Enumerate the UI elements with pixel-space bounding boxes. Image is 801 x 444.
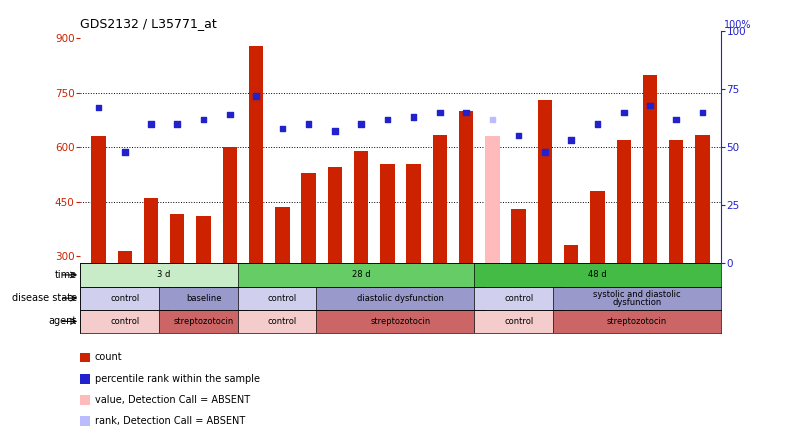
Point [538, 148, 551, 155]
Point [276, 125, 288, 132]
Bar [316, 310, 485, 333]
Text: 100%: 100% [723, 20, 751, 30]
Bar [80, 263, 248, 286]
Bar [406, 163, 421, 365]
Bar [669, 140, 683, 365]
Bar [301, 173, 316, 365]
Bar [474, 310, 563, 333]
Point [618, 109, 630, 116]
Text: 48 d: 48 d [588, 270, 607, 279]
Text: systolic and diastolic
dysfunction: systolic and diastolic dysfunction [593, 289, 681, 307]
Point [223, 111, 236, 118]
Bar [328, 167, 342, 365]
Point [302, 120, 315, 127]
Bar [238, 263, 485, 286]
Bar [433, 135, 447, 365]
Text: control: control [268, 293, 297, 303]
Bar [170, 214, 184, 365]
Point [433, 109, 446, 116]
Bar [354, 151, 368, 365]
Bar [553, 310, 721, 333]
Bar [553, 286, 721, 310]
Bar [564, 245, 578, 365]
Bar [80, 310, 169, 333]
Point [381, 116, 394, 123]
Bar [159, 286, 248, 310]
Bar [537, 100, 552, 365]
Point [355, 120, 368, 127]
Text: diastolic dysfunction: diastolic dysfunction [357, 293, 444, 303]
Bar [238, 310, 327, 333]
Text: rank, Detection Call = ABSENT: rank, Detection Call = ABSENT [95, 416, 245, 426]
Bar [459, 111, 473, 365]
Point [328, 127, 341, 135]
Bar [485, 136, 500, 365]
Point [250, 92, 263, 99]
Text: streptozotocin: streptozotocin [173, 317, 234, 326]
Bar [316, 286, 485, 310]
Point [643, 102, 656, 109]
Bar [118, 250, 132, 365]
Text: agent: agent [49, 317, 77, 326]
Bar [380, 163, 395, 365]
Text: control: control [110, 293, 139, 303]
Bar [223, 147, 237, 365]
Bar [275, 207, 289, 365]
Bar [617, 140, 631, 365]
Text: control: control [504, 317, 533, 326]
Bar [91, 136, 106, 365]
Text: baseline: baseline [186, 293, 221, 303]
Bar [196, 216, 211, 365]
Text: disease state: disease state [12, 293, 77, 303]
Text: control: control [268, 317, 297, 326]
Point [197, 116, 210, 123]
Text: percentile rank within the sample: percentile rank within the sample [95, 374, 260, 384]
Bar [144, 198, 159, 365]
Text: 28 d: 28 d [352, 270, 370, 279]
Text: control: control [504, 293, 533, 303]
Text: time: time [54, 270, 77, 280]
Text: count: count [95, 353, 122, 362]
Text: control: control [110, 317, 139, 326]
Bar [80, 286, 169, 310]
Bar [474, 286, 563, 310]
Bar [238, 286, 327, 310]
Bar [249, 46, 264, 365]
Text: GDS2132 / L35771_at: GDS2132 / L35771_at [80, 17, 217, 30]
Point [591, 120, 604, 127]
Bar [695, 135, 710, 365]
Point [565, 137, 578, 144]
Bar [512, 209, 526, 365]
Point [460, 109, 473, 116]
Point [670, 116, 682, 123]
Bar [642, 75, 657, 365]
Text: 3 d: 3 d [158, 270, 171, 279]
Point [145, 120, 158, 127]
Text: value, Detection Call = ABSENT: value, Detection Call = ABSENT [95, 395, 250, 405]
Point [486, 116, 499, 123]
Bar [590, 191, 605, 365]
Point [696, 109, 709, 116]
Text: streptozotocin: streptozotocin [606, 317, 667, 326]
Point [119, 148, 131, 155]
Bar [474, 263, 721, 286]
Point [92, 104, 105, 111]
Point [171, 120, 183, 127]
Bar [159, 310, 248, 333]
Point [513, 132, 525, 139]
Text: streptozotocin: streptozotocin [370, 317, 431, 326]
Point [407, 114, 420, 121]
